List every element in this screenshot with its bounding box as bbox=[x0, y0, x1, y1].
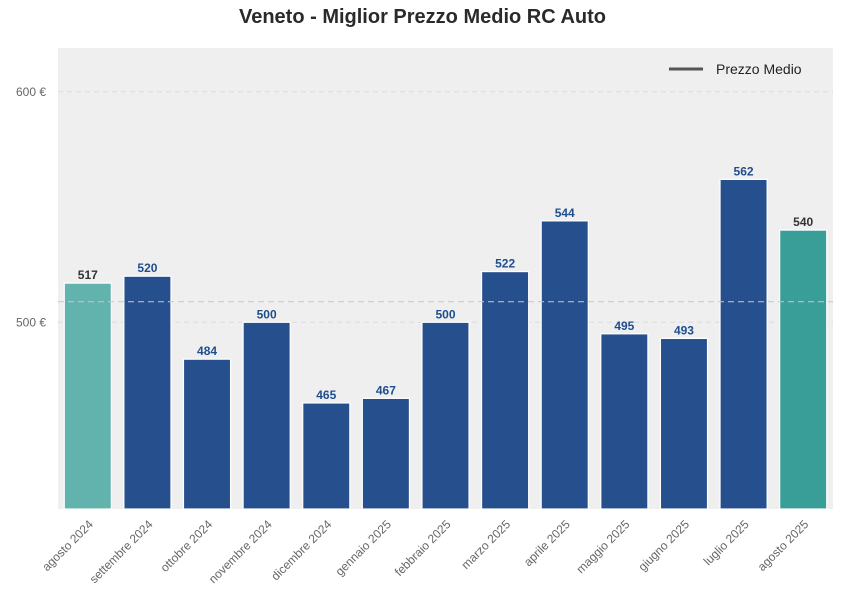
value-label: 544 bbox=[555, 206, 575, 220]
x-tick-label: febbraio 2025 bbox=[392, 517, 454, 579]
bar-series bbox=[63, 178, 828, 510]
value-label: 500 bbox=[257, 307, 277, 321]
x-tick-label: dicembre 2024 bbox=[268, 517, 334, 583]
x-tick-label: agosto 2025 bbox=[755, 517, 812, 574]
bar bbox=[480, 270, 530, 510]
bar bbox=[600, 333, 649, 510]
bar bbox=[659, 337, 709, 510]
x-tick-label: ottobre 2024 bbox=[158, 517, 216, 575]
value-label: 520 bbox=[137, 261, 157, 275]
value-label: 484 bbox=[197, 344, 217, 358]
x-tick-label: giugno 2025 bbox=[635, 517, 692, 574]
bar bbox=[302, 402, 351, 510]
y-tick-label: 500 € bbox=[16, 315, 46, 329]
x-tick-label: marzo 2025 bbox=[459, 517, 514, 572]
x-tick-label: maggio 2025 bbox=[574, 517, 633, 576]
value-label: 500 bbox=[435, 307, 455, 321]
legend: Prezzo Medio bbox=[669, 61, 802, 77]
bar bbox=[540, 220, 589, 510]
x-tick-label: luglio 2025 bbox=[701, 517, 752, 568]
bar bbox=[123, 275, 172, 510]
bar bbox=[719, 178, 768, 510]
bar bbox=[421, 321, 470, 510]
bar bbox=[242, 321, 291, 510]
value-label: 493 bbox=[674, 323, 694, 337]
x-tick-label: gennaio 2025 bbox=[333, 517, 395, 579]
x-tick-label: novembre 2024 bbox=[206, 517, 275, 586]
value-label: 540 bbox=[793, 215, 813, 229]
x-tick-label: aprile 2025 bbox=[521, 517, 573, 569]
value-labels: 517 520 484 500 465 467 500 522 544 495 493 562 540 bbox=[78, 164, 814, 402]
chart-title: Veneto - Miglior Prezzo Medio RC Auto bbox=[238, 6, 607, 28]
y-tick-label: 600 € bbox=[16, 85, 46, 99]
bar bbox=[361, 397, 411, 510]
value-label: 517 bbox=[78, 268, 98, 282]
value-label: 467 bbox=[376, 383, 396, 397]
x-tick-label: settembre 2024 bbox=[87, 517, 156, 586]
bar bbox=[182, 358, 232, 510]
value-label: 522 bbox=[495, 257, 515, 271]
x-tick-label: agosto 2024 bbox=[39, 517, 96, 574]
bar bbox=[779, 229, 828, 510]
value-label: 495 bbox=[614, 319, 634, 333]
legend-label: Prezzo Medio bbox=[716, 61, 802, 77]
bar bbox=[63, 282, 112, 510]
value-label: 465 bbox=[316, 388, 336, 402]
value-label: 562 bbox=[734, 164, 754, 178]
y-axis-labels: 500 € 600 € bbox=[16, 85, 46, 330]
